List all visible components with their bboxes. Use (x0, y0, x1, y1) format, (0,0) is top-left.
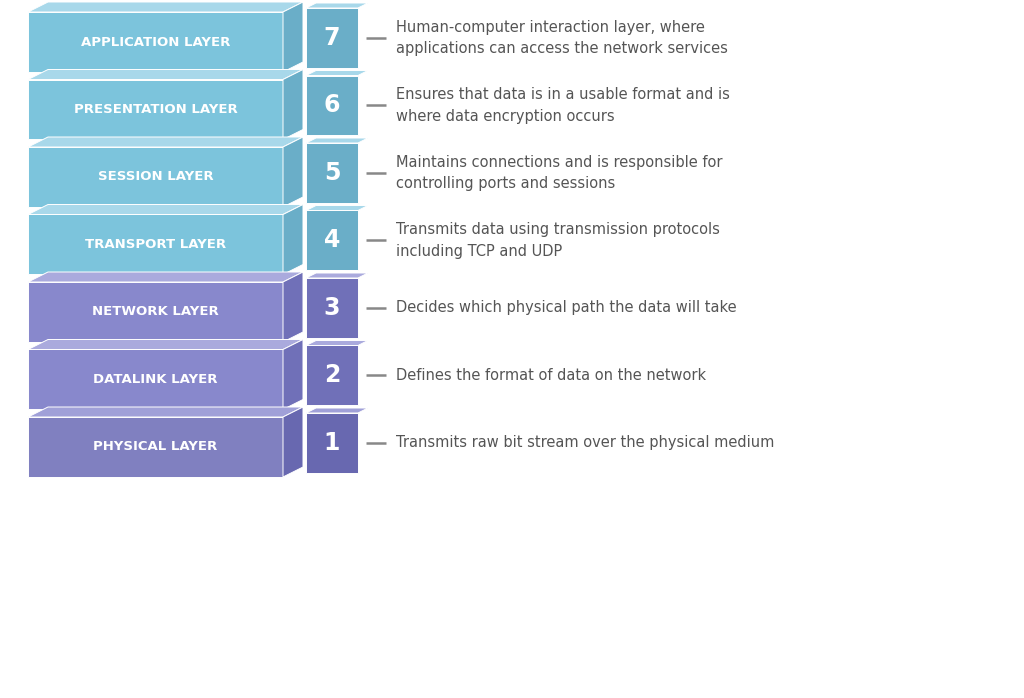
Polygon shape (306, 3, 368, 8)
Text: PRESENTATION LAYER: PRESENTATION LAYER (74, 103, 238, 116)
Polygon shape (306, 273, 368, 278)
Text: Defines the format of data on the network: Defines the format of data on the networ… (396, 368, 707, 383)
Text: DATALINK LAYER: DATALINK LAYER (93, 373, 218, 386)
Text: Ensures that data is in a usable format and is
where data encryption occurs: Ensures that data is in a usable format … (396, 87, 730, 124)
Polygon shape (283, 272, 303, 342)
Polygon shape (306, 205, 368, 211)
Text: 7: 7 (324, 26, 340, 50)
Polygon shape (28, 272, 303, 282)
Polygon shape (28, 70, 303, 80)
Polygon shape (28, 2, 303, 12)
Text: 1: 1 (324, 431, 340, 455)
Polygon shape (28, 282, 283, 342)
Text: SESSION LAYER: SESSION LAYER (97, 170, 213, 184)
Polygon shape (28, 214, 283, 274)
Polygon shape (306, 413, 358, 473)
Polygon shape (306, 408, 368, 413)
Polygon shape (306, 143, 358, 203)
Polygon shape (28, 137, 303, 147)
Polygon shape (283, 2, 303, 72)
Polygon shape (306, 211, 358, 271)
Polygon shape (283, 205, 303, 274)
Polygon shape (306, 138, 368, 143)
Polygon shape (28, 407, 303, 417)
Text: Decides which physical path the data will take: Decides which physical path the data wil… (396, 301, 736, 315)
Text: 4: 4 (324, 228, 340, 253)
Polygon shape (28, 205, 303, 214)
Polygon shape (306, 346, 358, 406)
Polygon shape (28, 147, 283, 207)
Text: Maintains connections and is responsible for
controlling ports and sessions: Maintains connections and is responsible… (396, 155, 723, 191)
Text: NETWORK LAYER: NETWORK LAYER (92, 306, 219, 318)
Text: TRANSPORT LAYER: TRANSPORT LAYER (85, 238, 226, 251)
Polygon shape (28, 350, 283, 410)
Text: APPLICATION LAYER: APPLICATION LAYER (81, 36, 230, 48)
Polygon shape (306, 278, 358, 338)
Polygon shape (283, 137, 303, 207)
Text: Human-computer interaction layer, where
applications can access the network serv: Human-computer interaction layer, where … (396, 20, 728, 57)
Polygon shape (283, 339, 303, 410)
Text: Transmits raw bit stream over the physical medium: Transmits raw bit stream over the physic… (396, 436, 774, 450)
Text: 3: 3 (324, 296, 340, 320)
Text: 6: 6 (324, 94, 340, 117)
Text: Transmits data using transmission protocols
including TCP and UDP: Transmits data using transmission protoc… (396, 222, 720, 259)
Polygon shape (28, 80, 283, 140)
Polygon shape (28, 339, 303, 350)
Polygon shape (28, 12, 283, 72)
Text: 5: 5 (324, 161, 340, 185)
Polygon shape (306, 75, 358, 135)
Polygon shape (28, 417, 283, 477)
Polygon shape (283, 407, 303, 477)
Polygon shape (283, 70, 303, 140)
Polygon shape (306, 341, 368, 346)
Polygon shape (306, 8, 358, 68)
Text: 2: 2 (324, 364, 340, 387)
Polygon shape (306, 70, 368, 75)
Text: PHYSICAL LAYER: PHYSICAL LAYER (93, 440, 218, 454)
